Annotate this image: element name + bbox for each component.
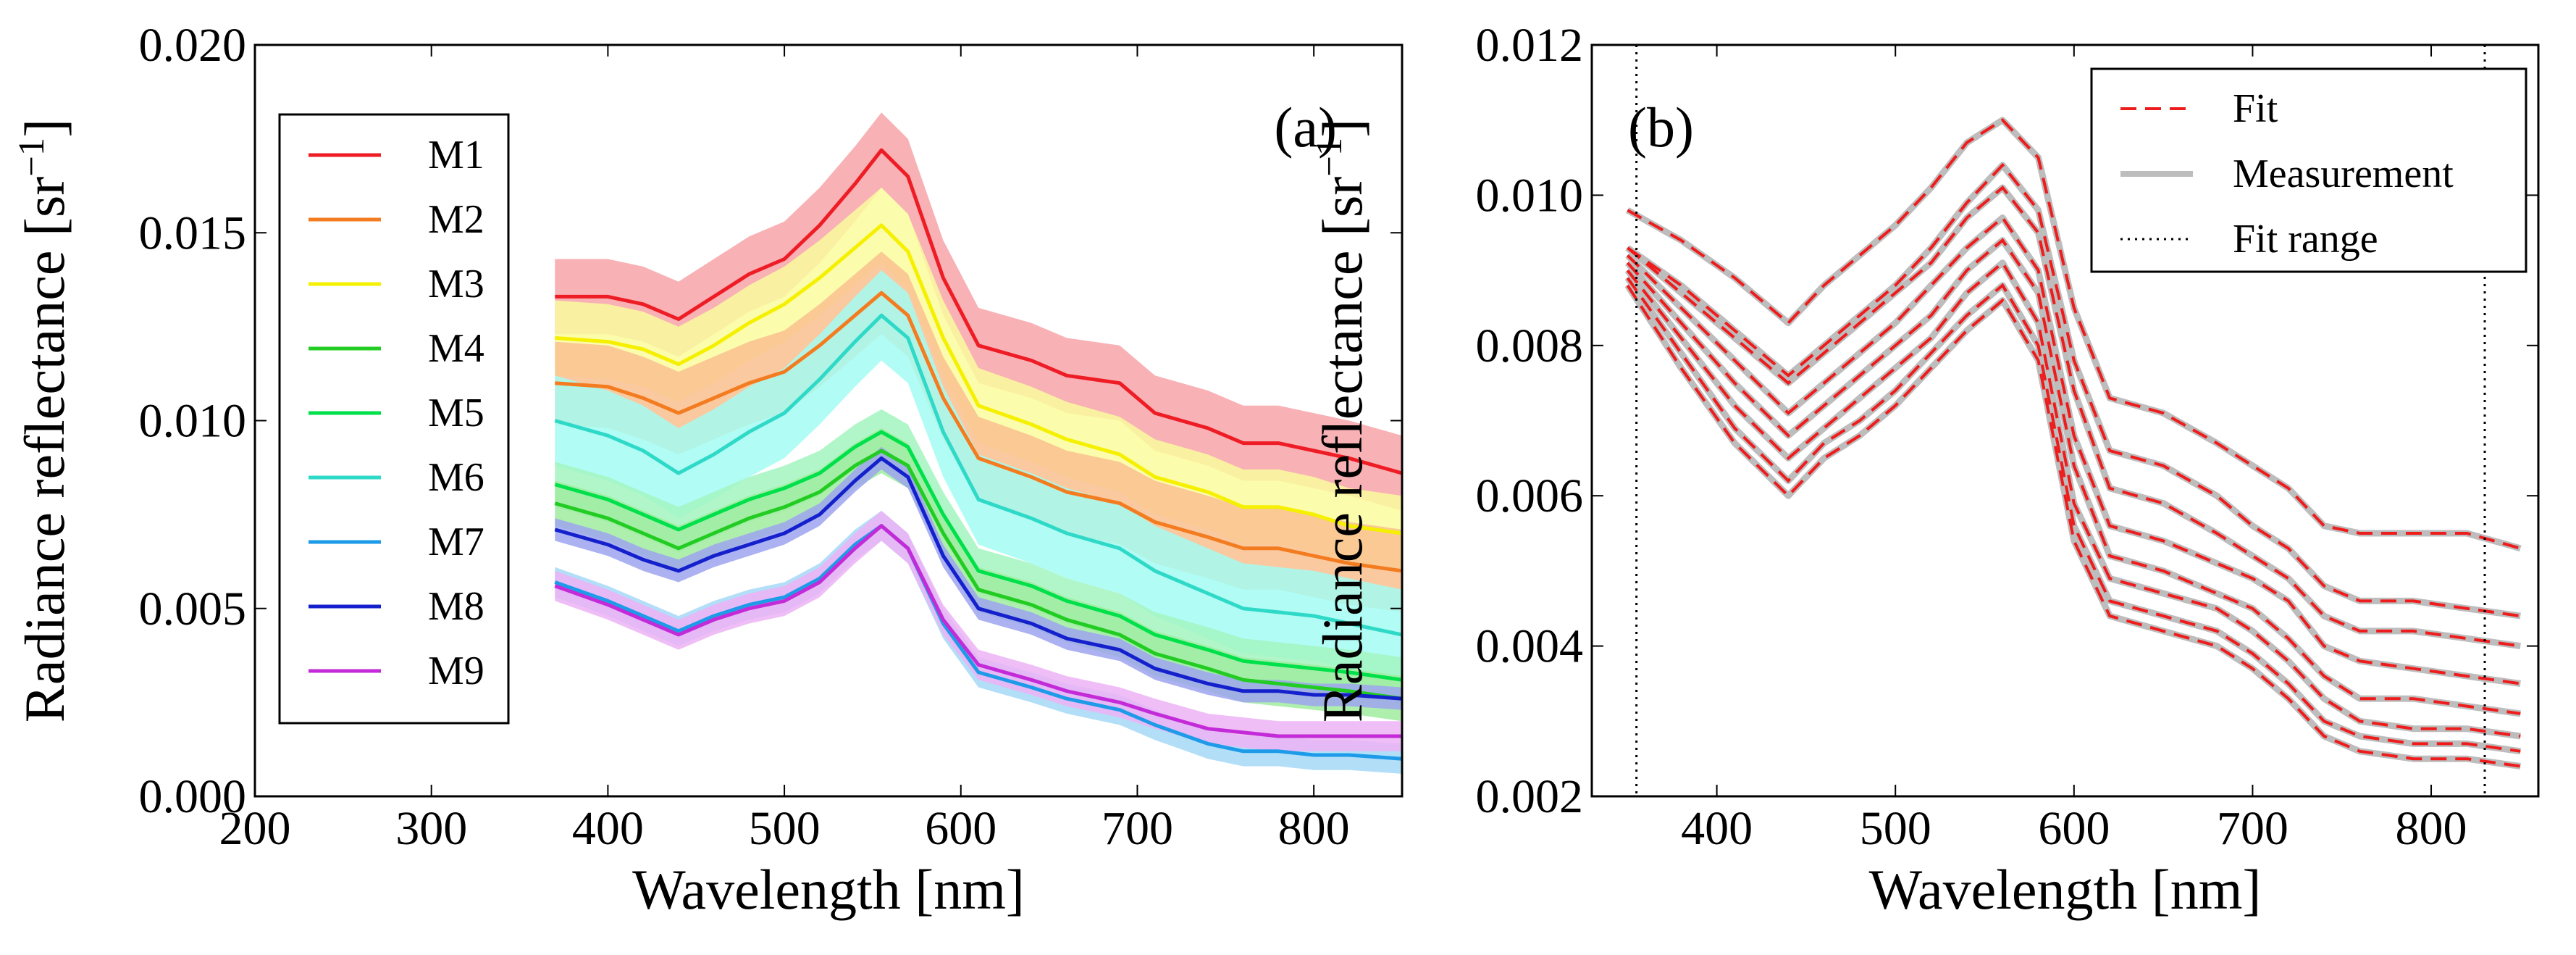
fit-line	[1627, 118, 2521, 550]
panel-label-b: (b)	[1628, 96, 1694, 159]
band-m3	[555, 188, 1402, 571]
x-axis-label: Wavelength [nm]	[632, 858, 1025, 921]
y-axis-label: Radiance reflectance [sr−1]	[11, 119, 76, 722]
fit-line	[1626, 215, 2521, 685]
x-tick-label: 700	[1102, 802, 1173, 855]
series-line-m3	[555, 223, 1402, 535]
chart-panel-b: 400 500 600 700 800 0.002 0.004 0.006 0.008 0.010…	[1309, 19, 2540, 921]
legend-box	[2090, 67, 2527, 273]
fit-line	[1626, 238, 2521, 715]
legend-entry: M9	[428, 649, 484, 693]
legend-entry: M5	[428, 391, 484, 435]
y-tick-label: 0.008	[1476, 320, 1584, 372]
series-line-m4	[554, 449, 1402, 701]
legend-entry: Fit	[2233, 86, 2278, 131]
band-m6	[555, 270, 1402, 680]
series-line-m8	[554, 456, 1402, 701]
x-tick-label: 400	[572, 802, 644, 855]
x-tick-label: 400	[1681, 802, 1753, 855]
legend-entry: M2	[428, 197, 484, 242]
fit-line	[1626, 284, 2521, 768]
legend-a: M1 M2 M3 M4 M5 M6 M7 M8 M9	[278, 113, 510, 725]
band-m5	[555, 409, 1402, 703]
y-tick-label: 0.002	[1476, 770, 1584, 823]
band-m1	[555, 112, 1402, 511]
series-line-m1	[555, 148, 1402, 475]
y-tick-label: 0.006	[1476, 470, 1584, 522]
y-tick-label: 0.010	[139, 395, 247, 448]
series-line-m7	[554, 524, 1402, 761]
fit-line	[1626, 260, 2521, 738]
series-line-m5	[554, 430, 1402, 682]
legend-entry: M1	[428, 133, 484, 178]
plot-area-b	[1624, 45, 2522, 796]
plot-area-a	[554, 112, 1402, 774]
fit-line	[1627, 162, 2521, 618]
series-line-m2	[555, 291, 1402, 573]
x-tick-label: 600	[2038, 802, 2110, 855]
x-tick-label: 200	[219, 802, 291, 855]
fit-line	[1626, 277, 2521, 753]
x-tick-label: 600	[925, 802, 997, 855]
legend-box	[278, 113, 510, 725]
x-tick-label: 500	[1860, 802, 1931, 855]
series-line-m6	[554, 313, 1402, 637]
fit-line	[1627, 185, 2521, 648]
x-tick-label: 800	[2396, 802, 2467, 855]
plot-frame	[253, 43, 1404, 798]
chart-panel-a: 200 300 400 500 600 700 800 0.000 0.005 0.010 0.01…	[11, 19, 1404, 921]
y-tick-label: 0.012	[1476, 19, 1584, 72]
y-tick-label: 0.000	[139, 770, 247, 823]
legend-b: Fit Measurement Fit range	[2090, 67, 2527, 273]
band-m2	[555, 251, 1402, 612]
x-tick-label: 300	[395, 802, 467, 855]
panel-label-a: (a)	[1274, 96, 1337, 159]
legend-entry: M3	[428, 262, 484, 306]
x-tick-label: 800	[1278, 802, 1350, 855]
x-tick-label: 700	[2217, 802, 2288, 855]
legend-entry: M8	[428, 584, 484, 629]
y-tick-label: 0.004	[1476, 620, 1584, 673]
legend-entry: Measurement	[2233, 151, 2454, 196]
y-tick-label: 0.005	[139, 583, 247, 635]
y-tick-label: 0.010	[1476, 169, 1584, 222]
y-tick-label: 0.020	[139, 19, 247, 72]
band-m4	[555, 428, 1402, 722]
legend-entry: Fit range	[2233, 217, 2378, 262]
legend-entry: M7	[428, 520, 484, 564]
legend-entry: M4	[428, 326, 484, 371]
plot-frame	[1590, 43, 2540, 798]
y-axis-label: Radiance reflectance [sr−1]	[1309, 119, 1374, 722]
legend-entry: M6	[428, 455, 484, 500]
y-tick-label: 0.015	[139, 207, 247, 259]
x-tick-label: 500	[749, 802, 821, 855]
band-m9	[555, 510, 1402, 751]
series-line-m9	[554, 524, 1402, 738]
x-axis-label: Wavelength [nm]	[1869, 858, 2262, 921]
